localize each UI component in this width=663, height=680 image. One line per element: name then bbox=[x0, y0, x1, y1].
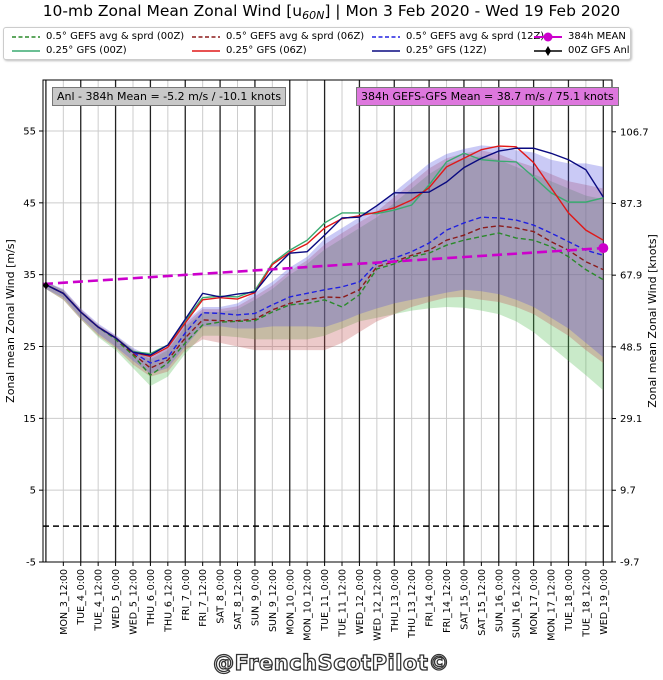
xtick-label: SAT_8_0:00 bbox=[216, 569, 227, 624]
series-line bbox=[45, 152, 604, 355]
xtick-label: TUE_11_12:00 bbox=[338, 569, 349, 638]
legend-item: 0.5° GEFS avg & sprd (06Z) bbox=[192, 31, 364, 42]
legend-item: 0.5° GEFS avg & sprd (12Z) bbox=[372, 31, 544, 42]
legend: 0.5° GEFS avg & sprd (00Z) 0.5° GEFS avg … bbox=[3, 27, 631, 60]
ytick-right-label: 9.7 bbox=[620, 486, 636, 497]
ytick-label: 55 bbox=[23, 127, 36, 138]
xtick-label: THU_13_12:00 bbox=[407, 569, 418, 639]
xtick-label: SAT_15_0:00 bbox=[459, 569, 470, 630]
spread-band bbox=[45, 150, 604, 377]
legend-item: 00Z GFS Anl bbox=[534, 45, 630, 56]
legend-swatch-icon bbox=[192, 35, 220, 38]
series-line bbox=[45, 216, 604, 364]
legend-label: 0.5° GEFS avg & sprd (06Z) bbox=[226, 31, 365, 42]
ytick-right-label: -9.7 bbox=[620, 557, 640, 568]
mean-line bbox=[43, 246, 604, 286]
legend-item: 0.25° GFS (06Z) bbox=[192, 45, 307, 56]
legend-item: 0.25° GFS (00Z) bbox=[12, 45, 127, 56]
xtick-label: MON_17_0:00 bbox=[529, 569, 540, 635]
series-line bbox=[45, 232, 604, 377]
legend-swatch-icon bbox=[12, 35, 40, 38]
xtick-label: WED_5_12:00 bbox=[128, 569, 139, 635]
ytick-label: 45 bbox=[23, 198, 36, 209]
xtick-label: FRI_14_0:00 bbox=[425, 569, 436, 627]
ytick-label: 15 bbox=[23, 414, 36, 425]
spread-band bbox=[45, 145, 604, 374]
xtick-label: WED_5_0:00 bbox=[111, 569, 122, 629]
xtick-label: TUE_18_0:00 bbox=[564, 569, 575, 632]
xtick-label: THU_13_0:00 bbox=[390, 569, 401, 633]
xtick-label: FRI_14_12:00 bbox=[442, 569, 453, 633]
watermark: @FrenchScotPilot© bbox=[212, 650, 450, 675]
spread-band bbox=[45, 156, 604, 391]
legend-swatch-icon bbox=[534, 45, 562, 56]
y-axis-right-label: Zonal mean Zonal Wind [knots] bbox=[646, 234, 659, 408]
xtick-label: TUE_18_12:00 bbox=[581, 569, 592, 638]
analysis-marker bbox=[43, 281, 49, 290]
legend-label: 0.25° GFS (00Z) bbox=[46, 45, 127, 56]
legend-swatch-icon bbox=[534, 32, 562, 41]
ytick-right-label: 48.5 bbox=[620, 342, 642, 353]
xtick-label: WED_19_0:00 bbox=[599, 569, 610, 635]
legend-swatch-icon bbox=[192, 49, 220, 52]
xtick-label: SUN_9_12:00 bbox=[268, 569, 279, 632]
series-line bbox=[45, 225, 604, 369]
xtick-label: FRI_7_0:00 bbox=[181, 569, 192, 621]
xtick-label: WED_12_0:00 bbox=[355, 569, 366, 635]
ytick-right-label: 87.3 bbox=[620, 199, 642, 210]
xtick-label: SAT_15_12:00 bbox=[477, 569, 488, 636]
legend-swatch-icon bbox=[12, 49, 40, 52]
xtick-label: WED_12_12:00 bbox=[372, 569, 383, 641]
ytick-label: 35 bbox=[23, 270, 36, 281]
xtick-label: MON_10_12:00 bbox=[303, 569, 314, 641]
xtick-label: TUE_11_0:00 bbox=[320, 569, 331, 632]
xtick-label: SAT_8_12:00 bbox=[233, 569, 244, 630]
legend-label: 0.25° GFS (12Z) bbox=[406, 45, 487, 56]
y-axis-label: Zonal mean Zonal Wind [m/s] bbox=[4, 239, 17, 403]
plot-area bbox=[43, 145, 612, 527]
xtick-label: THU_6_0:00 bbox=[146, 569, 157, 627]
xtick-label: TUE_4_12:00 bbox=[94, 569, 105, 632]
xtick-label: SUN_16_0:00 bbox=[494, 569, 505, 632]
legend-item: 0.25° GFS (12Z) bbox=[372, 45, 487, 56]
legend-item: 0.5° GEFS avg & sprd (00Z) bbox=[12, 31, 184, 42]
chart-title: 10-mb Zonal Mean Zonal Wind [u60N] | Mon… bbox=[42, 2, 621, 22]
gefs-gfs-mean-annotation: 384h GEFS-GFS Mean = 38.7 m/s / 75.1 kno… bbox=[356, 87, 619, 106]
legend-label: 384h MEAN bbox=[568, 31, 626, 42]
xtick-label: MON_17_12:00 bbox=[547, 569, 558, 641]
legend-label: 0.25° GFS (06Z) bbox=[226, 45, 307, 56]
xtick-label: MON_3_12:00 bbox=[59, 569, 70, 635]
mean-marker bbox=[598, 243, 609, 254]
anl-mean-annotation: Anl - 384h Mean = -5.2 m/s / -10.1 knots bbox=[52, 87, 287, 106]
legend-label: 0.5° GEFS avg & sprd (12Z) bbox=[406, 31, 545, 42]
legend-label: 00Z GFS Anl bbox=[568, 45, 630, 56]
xtick-label: FRI_7_12:00 bbox=[198, 569, 209, 627]
ytick-right-label: 67.9 bbox=[620, 271, 642, 282]
legend-label: 0.5° GEFS avg & sprd (00Z) bbox=[46, 31, 185, 42]
legend-swatch-icon bbox=[372, 49, 400, 52]
ytick-label: 25 bbox=[23, 342, 36, 353]
ytick-right-label: 106.7 bbox=[620, 127, 649, 138]
plot-frame bbox=[42, 79, 613, 563]
title-subscript: 60N bbox=[302, 9, 325, 22]
xtick-label: SUN_16_12:00 bbox=[512, 569, 523, 638]
xtick-label: THU_6_12:00 bbox=[163, 569, 174, 633]
xtick-label: MON_10_0:00 bbox=[285, 569, 296, 635]
ytick-label: 5 bbox=[30, 486, 36, 497]
ytick-label: -5 bbox=[26, 558, 36, 569]
xtick-label: SUN_9_0:00 bbox=[250, 569, 261, 626]
xtick-label: TUE_4_0:00 bbox=[76, 569, 87, 626]
ytick-right-label: 29.1 bbox=[620, 414, 642, 425]
series-line bbox=[45, 147, 604, 356]
legend-swatch-icon bbox=[372, 35, 400, 38]
legend-item: 384h MEAN bbox=[534, 31, 626, 42]
